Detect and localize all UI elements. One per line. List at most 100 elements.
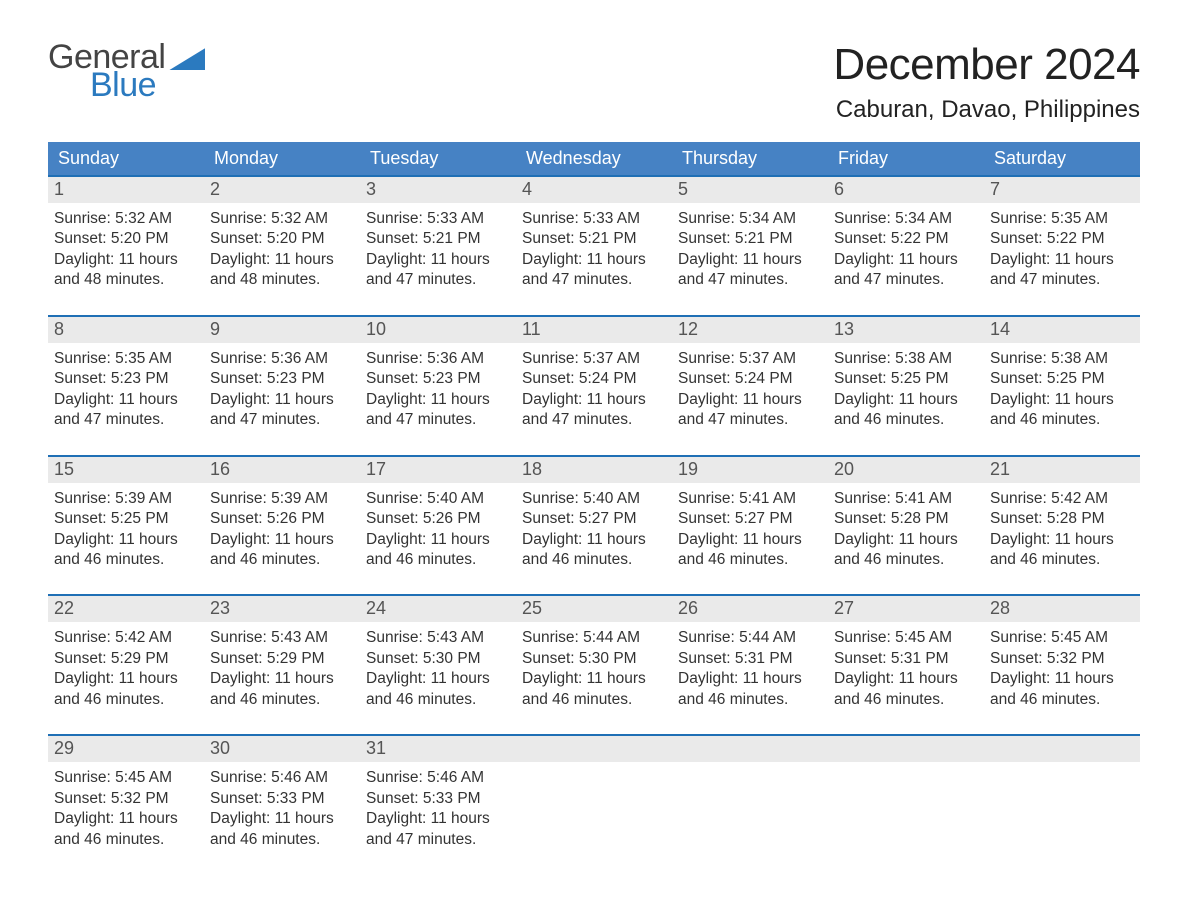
day-daylight1: Daylight: 11 hours [678, 669, 822, 689]
day-sunrise: Sunrise: 5:33 AM [522, 209, 666, 229]
day-sunrise: Sunrise: 5:36 AM [366, 349, 510, 369]
day-body: Sunrise: 5:43 AMSunset: 5:29 PMDaylight:… [204, 622, 360, 716]
calendar: SundayMondayTuesdayWednesdayThursdayFrid… [48, 142, 1140, 856]
day-number: 11 [516, 317, 672, 343]
day-daylight2: and 46 minutes. [210, 830, 354, 850]
day-body: Sunrise: 5:37 AMSunset: 5:24 PMDaylight:… [516, 343, 672, 437]
day-daylight2: and 46 minutes. [54, 550, 198, 570]
day-number: 6 [828, 177, 984, 203]
day-daylight1: Daylight: 11 hours [678, 530, 822, 550]
day-daylight2: and 47 minutes. [366, 270, 510, 290]
day-cell: 24Sunrise: 5:43 AMSunset: 5:30 PMDayligh… [360, 596, 516, 716]
day-body: Sunrise: 5:38 AMSunset: 5:25 PMDaylight:… [828, 343, 984, 437]
day-body [828, 762, 984, 854]
day-body: Sunrise: 5:40 AMSunset: 5:27 PMDaylight:… [516, 483, 672, 577]
day-daylight1: Daylight: 11 hours [990, 669, 1134, 689]
day-cell: 18Sunrise: 5:40 AMSunset: 5:27 PMDayligh… [516, 457, 672, 577]
day-daylight2: and 46 minutes. [678, 690, 822, 710]
day-daylight2: and 47 minutes. [54, 410, 198, 430]
day-body: Sunrise: 5:34 AMSunset: 5:21 PMDaylight:… [672, 203, 828, 297]
calendar-week: 29Sunrise: 5:45 AMSunset: 5:32 PMDayligh… [48, 734, 1140, 856]
day-sunset: Sunset: 5:20 PM [210, 229, 354, 249]
day-sunset: Sunset: 5:25 PM [54, 509, 198, 529]
day-sunset: Sunset: 5:23 PM [210, 369, 354, 389]
day-sunrise: Sunrise: 5:41 AM [678, 489, 822, 509]
day-cell: 11Sunrise: 5:37 AMSunset: 5:24 PMDayligh… [516, 317, 672, 437]
logo-wedge-icon [169, 48, 205, 70]
day-sunrise: Sunrise: 5:40 AM [366, 489, 510, 509]
day-daylight1: Daylight: 11 hours [834, 250, 978, 270]
day-daylight1: Daylight: 11 hours [522, 530, 666, 550]
day-cell-empty [672, 736, 828, 856]
day-body: Sunrise: 5:45 AMSunset: 5:32 PMDaylight:… [48, 762, 204, 856]
day-daylight1: Daylight: 11 hours [366, 250, 510, 270]
day-number: 14 [984, 317, 1140, 343]
day-sunset: Sunset: 5:27 PM [678, 509, 822, 529]
day-number: 8 [48, 317, 204, 343]
day-sunrise: Sunrise: 5:39 AM [210, 489, 354, 509]
day-daylight2: and 46 minutes. [210, 690, 354, 710]
day-sunset: Sunset: 5:25 PM [834, 369, 978, 389]
day-sunset: Sunset: 5:28 PM [990, 509, 1134, 529]
day-sunrise: Sunrise: 5:39 AM [54, 489, 198, 509]
day-sunrise: Sunrise: 5:43 AM [210, 628, 354, 648]
day-sunset: Sunset: 5:21 PM [678, 229, 822, 249]
day-body [984, 762, 1140, 854]
weekday-header-row: SundayMondayTuesdayWednesdayThursdayFrid… [48, 142, 1140, 175]
day-sunset: Sunset: 5:21 PM [366, 229, 510, 249]
day-daylight1: Daylight: 11 hours [54, 250, 198, 270]
day-cell: 22Sunrise: 5:42 AMSunset: 5:29 PMDayligh… [48, 596, 204, 716]
day-sunset: Sunset: 5:29 PM [210, 649, 354, 669]
day-daylight2: and 47 minutes. [366, 410, 510, 430]
day-sunrise: Sunrise: 5:45 AM [990, 628, 1134, 648]
day-number: 4 [516, 177, 672, 203]
day-sunrise: Sunrise: 5:42 AM [54, 628, 198, 648]
day-daylight2: and 47 minutes. [522, 270, 666, 290]
day-number: 15 [48, 457, 204, 483]
day-sunrise: Sunrise: 5:44 AM [678, 628, 822, 648]
day-body: Sunrise: 5:32 AMSunset: 5:20 PMDaylight:… [48, 203, 204, 297]
day-sunrise: Sunrise: 5:37 AM [678, 349, 822, 369]
day-daylight2: and 46 minutes. [522, 550, 666, 570]
day-daylight1: Daylight: 11 hours [210, 530, 354, 550]
day-cell: 21Sunrise: 5:42 AMSunset: 5:28 PMDayligh… [984, 457, 1140, 577]
day-daylight2: and 47 minutes. [990, 270, 1134, 290]
day-number: 19 [672, 457, 828, 483]
day-daylight1: Daylight: 11 hours [834, 530, 978, 550]
day-body: Sunrise: 5:46 AMSunset: 5:33 PMDaylight:… [360, 762, 516, 856]
day-sunrise: Sunrise: 5:35 AM [54, 349, 198, 369]
calendar-week: 8 Sunrise: 5:35 AM Sunset: 5:23 PM Daylight… [48, 315, 1140, 437]
day-number: 17 [360, 457, 516, 483]
day-daylight2: and 46 minutes. [834, 690, 978, 710]
day-cell: 15Sunrise: 5:39 AMSunset: 5:25 PMDayligh… [48, 457, 204, 577]
day-daylight1: Daylight: 11 hours [522, 390, 666, 410]
day-daylight1: Daylight: 11 hours [522, 250, 666, 270]
day-daylight1: Daylight: 11 hours [834, 669, 978, 689]
day-daylight1: Daylight: 11 hours [210, 669, 354, 689]
day-sunset: Sunset: 5:33 PM [210, 789, 354, 809]
day-daylight2: and 47 minutes. [366, 830, 510, 850]
day-sunset: Sunset: 5:31 PM [678, 649, 822, 669]
day-cell: 16Sunrise: 5:39 AMSunset: 5:26 PMDayligh… [204, 457, 360, 577]
day-body: Sunrise: 5:32 AMSunset: 5:20 PMDaylight:… [204, 203, 360, 297]
day-sunset: Sunset: 5:29 PM [54, 649, 198, 669]
day-body: Sunrise: 5:40 AMSunset: 5:26 PMDaylight:… [360, 483, 516, 577]
logo-text-blue: Blue [90, 68, 205, 102]
day-sunset: Sunset: 5:25 PM [990, 369, 1134, 389]
day-cell: 4Sunrise: 5:33 AMSunset: 5:21 PMDaylight… [516, 177, 672, 297]
day-number: 5 [672, 177, 828, 203]
day-number: 30 [204, 736, 360, 762]
day-sunrise: Sunrise: 5:32 AM [54, 209, 198, 229]
day-cell: 13Sunrise: 5:38 AMSunset: 5:25 PMDayligh… [828, 317, 984, 437]
day-number: 13 [828, 317, 984, 343]
day-number [672, 736, 828, 762]
day-daylight2: and 46 minutes. [990, 550, 1134, 570]
day-sunset: Sunset: 5:22 PM [990, 229, 1134, 249]
day-sunrise: Sunrise: 5:43 AM [366, 628, 510, 648]
day-daylight2: and 46 minutes. [54, 830, 198, 850]
day-daylight2: and 47 minutes. [834, 270, 978, 290]
day-cell-empty [984, 736, 1140, 856]
day-number: 23 [204, 596, 360, 622]
day-sunset: Sunset: 5:32 PM [54, 789, 198, 809]
day-sunset: Sunset: 5:31 PM [834, 649, 978, 669]
